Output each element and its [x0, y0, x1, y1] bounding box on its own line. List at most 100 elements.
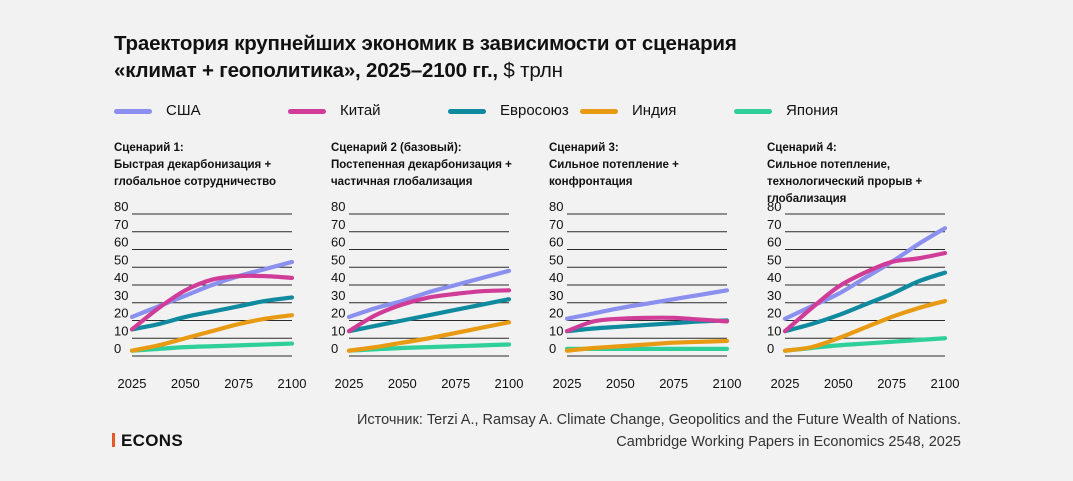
y-tick-label: 50 [549, 252, 563, 267]
y-tick-label: 80 [331, 199, 345, 214]
source-line-2: Cambridge Working Papers in Economics 25… [616, 434, 961, 450]
x-tick-label: 2075 [224, 376, 253, 391]
panel-title-line: глобальное сотрудничество [114, 176, 276, 188]
panel-title-line: технологический прорыв + [767, 176, 923, 188]
series-line-1 [782, 250, 948, 334]
series-line-3 [346, 320, 512, 353]
y-tick-label: 60 [331, 235, 345, 250]
x-tick-label: 2025 [553, 376, 582, 391]
y-tick-label: 50 [767, 252, 781, 267]
series-line-4 [346, 342, 512, 353]
y-tick-label: 30 [331, 288, 345, 303]
x-tick-label: 2100 [931, 376, 960, 391]
panel-title-line: Сценарий 4: [767, 142, 837, 154]
y-tick-label: 40 [767, 270, 781, 285]
econs-logo: ECONS [112, 431, 183, 451]
y-tick-label: 60 [549, 235, 563, 250]
series-line-0 [564, 288, 730, 321]
y-tick-label: 80 [549, 199, 563, 214]
y-tick-label: 0 [767, 341, 774, 356]
panel-title-line: Сильное потепление + [549, 159, 679, 171]
y-tick-label: 70 [331, 217, 345, 232]
legend-swatch [734, 109, 772, 114]
series-line-1 [564, 315, 730, 334]
series-line-1 [129, 273, 295, 332]
series-line-3 [782, 298, 948, 353]
x-tick-label: 2025 [118, 376, 147, 391]
x-tick-label: 2050 [824, 376, 853, 391]
series-line-1 [346, 288, 512, 334]
series-line-3 [564, 338, 730, 353]
y-tick-label: 80 [114, 199, 128, 214]
x-tick-label: 2050 [388, 376, 417, 391]
panel-title-line: Быстрая декарбонизация + [114, 159, 271, 171]
y-tick-label: 40 [331, 270, 345, 285]
x-tick-label: 2100 [713, 376, 742, 391]
legend-label: Евросоюз [500, 102, 569, 119]
y-tick-label: 60 [114, 235, 128, 250]
series-line-2 [129, 295, 295, 332]
x-tick-label: 2025 [771, 376, 800, 391]
x-tick-label: 2025 [335, 376, 364, 391]
y-tick-label: 40 [114, 270, 128, 285]
y-tick-label: 70 [767, 217, 781, 232]
title-line-1: Траектория крупнейших экономик в зависим… [114, 32, 737, 55]
legend-label: Китай [340, 102, 381, 119]
y-tick-label: 30 [767, 288, 781, 303]
y-tick-label: 40 [549, 270, 563, 285]
x-tick-label: 2050 [606, 376, 635, 391]
y-tick-label: 10 [767, 323, 781, 338]
series-line-3 [129, 313, 295, 353]
x-tick-label: 2100 [278, 376, 307, 391]
legend-label: США [166, 102, 201, 119]
logo-bar [112, 433, 115, 447]
y-tick-label: 10 [549, 323, 563, 338]
y-tick-label: 0 [549, 341, 556, 356]
legend: США Китай Евросоюз Индия Япония [114, 99, 1054, 123]
title-line-2: «климат + геополитика», 2025–2100 гг., [114, 59, 498, 82]
panel-title-line: Сильное потепление, [767, 159, 890, 171]
y-tick-label: 70 [114, 217, 128, 232]
y-tick-label: 10 [331, 323, 345, 338]
panel-title-line: конфронтация [549, 176, 633, 188]
y-tick-label: 30 [114, 288, 128, 303]
y-tick-label: 30 [549, 288, 563, 303]
chart-title: Траектория крупнейших экономик в зависим… [114, 30, 874, 84]
x-tick-label: 2050 [171, 376, 200, 391]
series-line-0 [346, 268, 512, 320]
panel-title-line: Сценарий 1: [114, 142, 184, 154]
y-tick-label: 50 [114, 252, 128, 267]
series-line-4 [129, 341, 295, 353]
x-tick-label: 2075 [659, 376, 688, 391]
y-tick-label: 0 [114, 341, 121, 356]
x-tick-label: 2100 [495, 376, 524, 391]
panel-title-line: частичная глобализация [331, 176, 472, 188]
legend-swatch [448, 109, 486, 114]
y-tick-label: 70 [549, 217, 563, 232]
legend-swatch [114, 109, 152, 114]
source-line-1: Источник: Terzi A., Ramsay A. Climate Ch… [356, 412, 961, 428]
legend-swatch [580, 109, 618, 114]
y-tick-label: 20 [549, 306, 563, 321]
panel-title-line: Сценарий 2 (базовый): [331, 142, 462, 154]
panel-title-line: глобализация [767, 193, 846, 205]
y-tick-label: 10 [114, 323, 128, 338]
y-tick-label: 50 [331, 252, 345, 267]
source-note: Источник: Terzi A., Ramsay A. Climate Ch… [357, 409, 961, 453]
legend-swatch [288, 109, 326, 114]
series-line-2 [346, 297, 512, 334]
y-tick-label: 20 [767, 306, 781, 321]
y-tick-label: 80 [767, 199, 781, 214]
y-tick-label: 0 [331, 341, 338, 356]
panel-title-line: Постепенная декарбонизация + [331, 159, 512, 171]
y-tick-label: 20 [331, 306, 345, 321]
legend-label: Индия [632, 102, 677, 119]
y-tick-label: 60 [767, 235, 781, 250]
legend-label: Япония [786, 102, 839, 119]
series-line-2 [782, 270, 948, 334]
logo-text: ECONS [121, 431, 183, 450]
title-unit: $ трлн [497, 59, 563, 82]
x-tick-label: 2075 [877, 376, 906, 391]
x-tick-label: 2075 [441, 376, 470, 391]
